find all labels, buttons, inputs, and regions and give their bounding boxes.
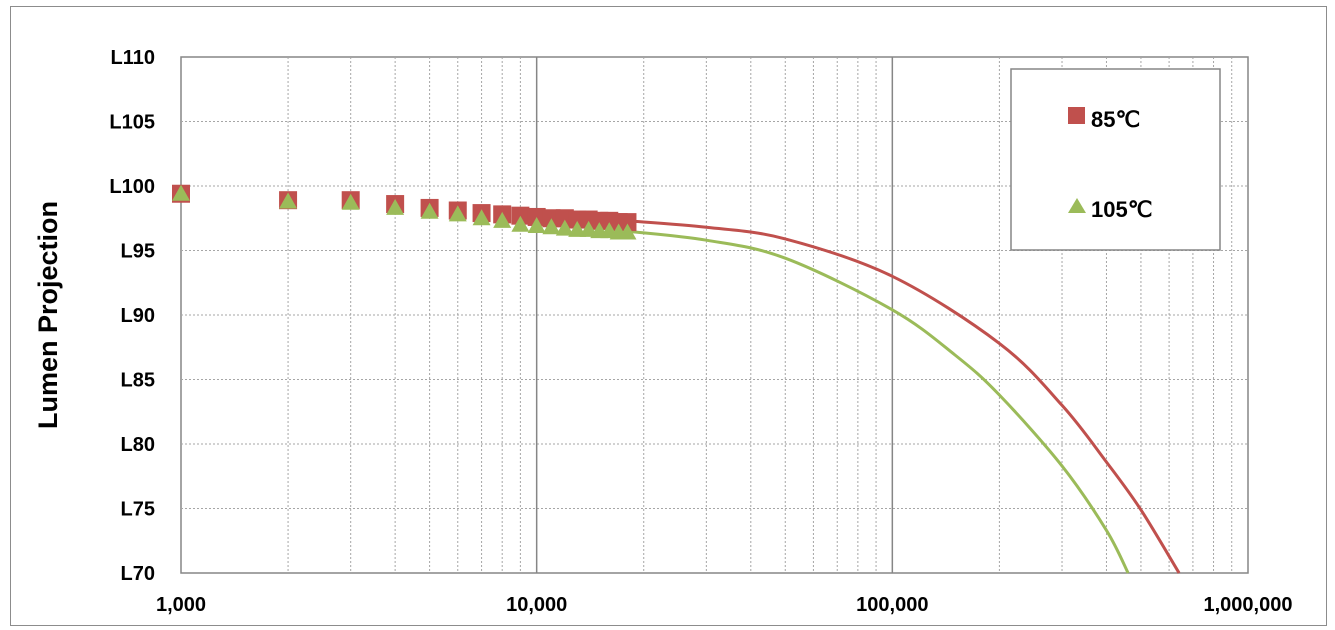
point-105c [279,192,298,209]
lumen-projection-chart: L70 L75 L80 L85 L90 L95 L100 L105 L110 1,000 10,0… [33,47,1293,616]
point-105c [579,220,598,237]
point-105c [386,198,405,215]
data-points [172,184,637,240]
x-tick-labels: 1,000 10,000 100,000 1,000,000 [156,594,1293,616]
point-105c [555,219,574,236]
point-85c [511,206,530,225]
y-tick-label: L90 [121,305,155,327]
point-105c [341,193,360,210]
y-tick-label: L70 [121,563,155,585]
point-105c [448,205,467,222]
legend-box [1010,68,1221,251]
y-tick-label: L85 [121,370,155,392]
point-105c [420,202,439,219]
legend: 85℃ 105℃ [1010,68,1221,251]
y-tick-label: L95 [121,241,155,263]
point-105c [527,216,546,233]
projection-curve-85c [627,219,1181,574]
y-tick-label: L110 [111,47,155,69]
y-tick-labels: L70 L75 L80 L85 L90 L95 L100 L105 L110 [109,47,155,585]
point-105c [493,211,512,228]
x-tick-label: 1,000 [156,594,206,616]
chart-frame: L70 L75 L80 L85 L90 L95 L100 L105 L110 1,000 10,0… [10,6,1327,626]
point-85c [618,213,637,232]
legend-label-85c: 85℃ [1091,107,1140,132]
x-tick-label: 10,000 [506,594,567,616]
y-tick-label: L100 [109,176,155,198]
y-tick-label: L75 [121,499,155,521]
y-axis-label: Lumen Projection [33,201,63,429]
legend-marker-105c [1068,198,1086,213]
legend-marker-85c [1068,107,1085,124]
major-gridlines [535,57,894,573]
y-tick-label: L105 [109,112,155,134]
x-tick-label: 100,000 [856,594,928,616]
point-105c [618,223,637,240]
point-105c [511,215,530,232]
point-85c [527,207,546,226]
point-105c [472,209,491,226]
point-105c [568,220,587,237]
projection-curve-105c [627,229,1130,574]
projection-curves [627,219,1181,574]
y-tick-label: L80 [121,434,155,456]
point-105c [172,184,190,201]
point-105c [542,218,561,235]
legend-label-105c: 105℃ [1091,197,1152,222]
x-tick-label: 1,000,000 [1204,594,1293,616]
